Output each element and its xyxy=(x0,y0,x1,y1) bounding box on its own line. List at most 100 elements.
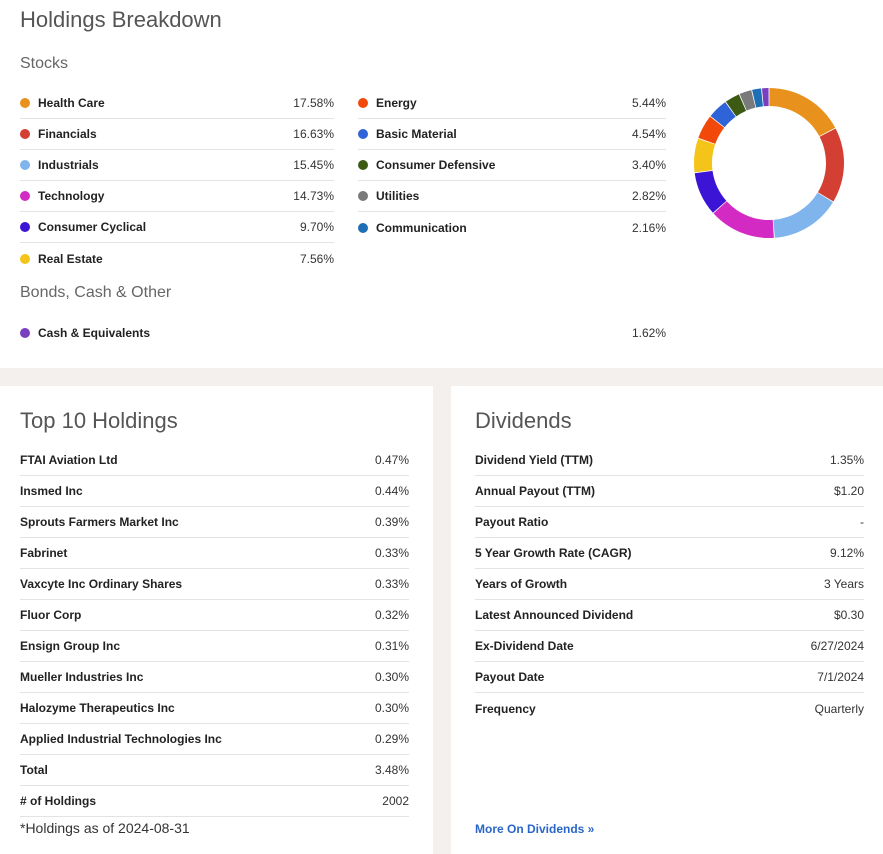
dividend-row-value: Quarterly xyxy=(814,701,864,716)
sector-row-value: 15.45% xyxy=(293,158,334,172)
holding-row-value: 0.32% xyxy=(374,608,409,622)
sector-row-label: Technology xyxy=(38,189,105,203)
sector-row-label: Utilities xyxy=(376,189,420,203)
top10-title: Top 10 Holdings xyxy=(20,408,178,433)
donut-slice-energy[interactable] xyxy=(698,116,725,144)
legend-dot-icon xyxy=(358,222,368,233)
dividend-row-value: 7/1/2024 xyxy=(817,670,864,684)
holding-row-value: 0.31% xyxy=(374,639,409,653)
donut-slice-communication[interactable] xyxy=(752,88,763,108)
sector-row-value: 2.16% xyxy=(631,220,666,235)
holding-row: Halozyme Therapeutics Inc 0.30% xyxy=(20,693,409,724)
dividend-row: Latest Announced Dividend $0.30 xyxy=(475,600,864,631)
holding-row-value: 0.47% xyxy=(374,453,409,467)
sector-row: Financials 16.63% xyxy=(20,119,334,150)
dividend-row-label: Frequency xyxy=(475,701,536,716)
holding-row-value: 0.33% xyxy=(374,546,409,560)
stocks-heading: Stocks xyxy=(20,55,69,72)
other-row: Cash & Equivalents 1.62% xyxy=(20,317,666,348)
holding-row: # of Holdings 2002 xyxy=(20,786,409,817)
dividend-row: Annual Payout (TTM) $1.20 xyxy=(475,476,864,507)
holding-row-value: 2002 xyxy=(382,794,409,808)
dividend-row-value: 3 Years xyxy=(823,577,864,591)
holding-row: Sprouts Farmers Market Inc 0.39% xyxy=(20,507,409,538)
sector-row-label: Consumer Defensive xyxy=(376,158,496,172)
sector-row: Industrials 15.45% xyxy=(20,150,334,181)
legend-dot-icon xyxy=(20,253,30,264)
holding-row-label: Total xyxy=(20,763,48,777)
legend-dot-icon xyxy=(20,327,30,338)
holding-row-value: 0.30% xyxy=(374,701,409,715)
dividend-row-label: 5 Year Growth Rate (CAGR) xyxy=(475,546,632,560)
holding-row-value: 3.48% xyxy=(374,763,409,777)
bonds-heading: Bonds, Cash & Other xyxy=(20,284,172,301)
dividend-row-label: Annual Payout (TTM) xyxy=(475,484,595,498)
holding-row-value: 0.33% xyxy=(374,577,409,591)
sector-row: Consumer Defensive 3.40% xyxy=(358,150,666,181)
dividend-row-label: Dividend Yield (TTM) xyxy=(475,453,594,467)
dividend-row: Ex-Dividend Date 6/27/2024 xyxy=(475,631,864,662)
sector-row-label: Communication xyxy=(376,220,467,235)
dividend-row-label: Payout Date xyxy=(475,670,545,684)
other-row-label: Cash & Equivalents xyxy=(38,325,151,340)
sector-row-value: 5.44% xyxy=(631,96,666,110)
more-on-dividends-link[interactable]: More On Dividends » xyxy=(475,822,595,836)
dividend-row-label: Ex-Dividend Date xyxy=(475,639,574,653)
legend-dot-icon xyxy=(358,160,368,170)
sector-row: Basic Material 4.54% xyxy=(358,119,666,150)
sector-row-value: 14.73% xyxy=(293,189,334,203)
sector-row-label: Health Care xyxy=(38,96,105,110)
legend-dot-icon xyxy=(20,222,30,232)
holding-row-value: 0.29% xyxy=(374,732,409,746)
sector-row-value: 9.70% xyxy=(299,220,334,234)
holding-row: Fluor Corp 0.32% xyxy=(20,600,409,631)
holding-row: Total 3.48% xyxy=(20,755,409,786)
sector-row-label: Real Estate xyxy=(38,251,103,266)
dividend-row: Frequency Quarterly xyxy=(475,693,864,724)
holding-row-value: 0.44% xyxy=(374,484,409,498)
holding-row-label: Vaxcyte Inc Ordinary Shares xyxy=(20,577,183,591)
legend-dot-icon xyxy=(358,129,368,139)
sector-row: Utilities 2.82% xyxy=(358,181,666,212)
holding-row-label: Ensign Group Inc xyxy=(20,639,121,653)
sector-row: Health Care 17.58% xyxy=(20,88,334,119)
dividend-row-value: 1.35% xyxy=(829,453,864,467)
holding-row-label: Insmed Inc xyxy=(20,484,83,498)
donut-slice-real-estate[interactable] xyxy=(694,138,716,173)
sector-row-value: 2.82% xyxy=(631,189,666,203)
sector-row-label: Basic Material xyxy=(376,127,457,141)
sector-row-value: 4.54% xyxy=(631,127,666,141)
sector-row-label: Financials xyxy=(38,127,97,141)
holdings-breakdown-panel: Holdings Breakdown Stocks Health Care 17.… xyxy=(0,0,883,368)
holding-row: Mueller Industries Inc 0.30% xyxy=(20,662,409,693)
holding-row-label: Fabrinet xyxy=(20,546,68,560)
donut-slice-consumer-defensive[interactable] xyxy=(725,94,747,117)
donut-slice-financials[interactable] xyxy=(817,128,844,202)
sector-row: Consumer Cyclical 9.70% xyxy=(20,212,334,243)
dividends-panel: Dividends Dividend Yield (TTM) 1.35% Annua… xyxy=(451,386,883,854)
donut-slice-basic-material[interactable] xyxy=(710,102,736,128)
dividend-row: Dividend Yield (TTM) 1.35% xyxy=(475,445,864,476)
holding-row: Insmed Inc 0.44% xyxy=(20,476,409,507)
dividend-row: 5 Year Growth Rate (CAGR) 9.12% xyxy=(475,538,864,569)
donut-slice-industrials[interactable] xyxy=(773,192,833,238)
holdings-date-note: *Holdings as of 2024-08-31 xyxy=(20,820,190,836)
sector-row-value: 3.40% xyxy=(631,158,666,172)
donut-slice-utilities[interactable] xyxy=(739,90,756,111)
top10-holdings-panel: Top 10 Holdings FTAI Aviation Ltd 0.47% In… xyxy=(0,386,433,854)
holding-row-label: Mueller Industries Inc xyxy=(20,670,144,684)
donut-slice-cash-equivalents[interactable] xyxy=(761,88,769,107)
holding-row-label: Halozyme Therapeutics Inc xyxy=(20,701,175,715)
donut-slice-consumer-cyclical[interactable] xyxy=(694,170,727,213)
donut-slice-health-care[interactable] xyxy=(769,88,836,137)
holding-row: Applied Industrial Technologies Inc 0.29% xyxy=(20,724,409,755)
dividend-row-label: Years of Growth xyxy=(475,577,568,591)
dividend-row-value: $0.30 xyxy=(833,608,864,622)
legend-dot-icon xyxy=(20,191,30,201)
dividend-row-value: 9.12% xyxy=(829,546,864,560)
holding-row-value: 0.30% xyxy=(374,670,409,684)
holdings-breakdown-title: Holdings Breakdown xyxy=(20,7,222,32)
sector-row: Real Estate 7.56% xyxy=(20,243,334,274)
allocation-donut-chart xyxy=(694,88,844,238)
donut-slice-technology[interactable] xyxy=(713,201,774,238)
